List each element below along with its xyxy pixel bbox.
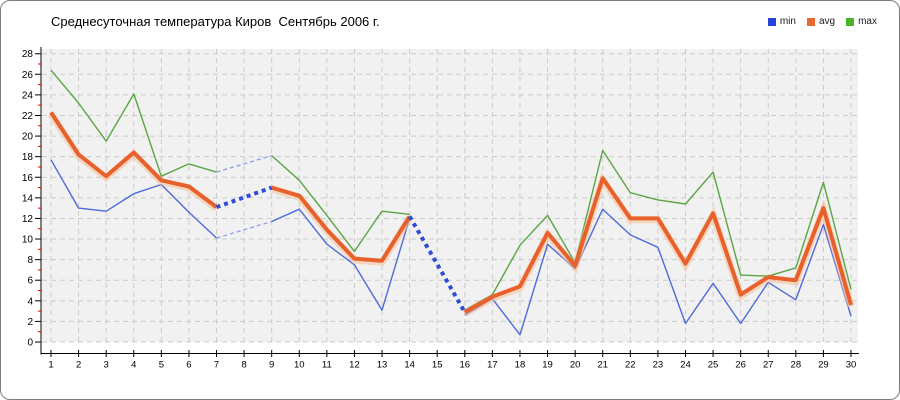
y-tick-label: 6 [27, 276, 33, 287]
y-tick-label: 14 [22, 193, 34, 204]
y-tick-label: 0 [27, 338, 33, 349]
max-interpolated-dashed-line [216, 154, 272, 173]
x-tick-label: 24 [680, 360, 691, 371]
x-tick-label: 22 [625, 360, 636, 371]
gridlines [42, 49, 858, 343]
x-tick-label: 10 [294, 360, 305, 371]
x-tick-label: 5 [159, 360, 164, 371]
y-tick-label: 26 [22, 70, 34, 81]
x-tick-label: 29 [818, 360, 829, 371]
x-tick-label: 26 [735, 360, 746, 371]
max-series-line [50, 69, 852, 311]
x-tick-label: 6 [186, 360, 191, 371]
legend-label-min: min [779, 16, 796, 27]
min-series-swatch-icon [767, 17, 776, 26]
chart-title: Среднесуточная температура Киров Сентябр… [51, 14, 380, 29]
x-tick-label: 8 [241, 360, 246, 371]
y-tick-label: 18 [22, 152, 34, 163]
x-axis: 1 2 3 4 5 6 7 8 9 10 11 12 13 14 15 16 17 18 19 20 21 22 23 24 2… [41, 350, 859, 371]
x-tick-label: 1 [48, 360, 53, 371]
y-tick-label: 12 [22, 214, 34, 225]
avg-series-swatch-icon [806, 17, 815, 26]
legend: min avg max [767, 16, 877, 27]
y-tick-label: 22 [22, 111, 34, 122]
x-tick-label: 28 [791, 360, 802, 371]
x-tick-label: 3 [104, 360, 109, 371]
x-tick-label: 17 [487, 360, 498, 371]
y-tick-label: 20 [22, 132, 34, 143]
x-tick-label: 25 [708, 360, 719, 371]
x-tick-label: 13 [377, 360, 388, 371]
legend-item-max: max [846, 16, 877, 27]
x-tick-label: 27 [763, 360, 774, 371]
x-tick-label: 9 [269, 360, 274, 371]
x-tick-label: 12 [349, 360, 360, 371]
x-tick-label: 18 [515, 360, 526, 371]
x-tick-label: 15 [432, 360, 443, 371]
x-tick-label: 2 [76, 360, 81, 371]
y-tick-label: 28 [22, 49, 34, 60]
x-tick-label: 7 [214, 360, 219, 371]
max-series-swatch-icon [846, 17, 855, 26]
y-tick-label: 2 [27, 317, 33, 328]
legend-label-avg: avg [818, 16, 836, 27]
x-tick-label: 16 [460, 360, 471, 371]
avg-interpolated-dashed-line [215, 185, 273, 210]
avg-series-line [48, 111, 855, 317]
x-tick-label: 14 [404, 360, 415, 371]
y-tick-label: 8 [27, 255, 33, 266]
x-tick-label: 19 [542, 360, 553, 371]
x-tick-label: 11 [322, 360, 332, 371]
y-tick-label: 10 [22, 235, 34, 246]
plot-area [42, 49, 858, 342]
legend-item-avg: avg [806, 16, 836, 27]
x-tick-label: 23 [653, 360, 664, 371]
y-tick-label: 16 [22, 173, 34, 184]
x-tick-label: 21 [597, 360, 608, 371]
x-tick-label: 30 [846, 360, 857, 371]
x-tick-label: 4 [131, 360, 136, 371]
legend-label-max: max [858, 16, 877, 27]
y-tick-label: 4 [27, 296, 33, 307]
x-tick-label: 20 [570, 360, 581, 371]
avg-interpolated-dashed-line [407, 215, 467, 314]
min-series-line [50, 159, 852, 336]
y-tick-label: 24 [22, 90, 34, 101]
min-interpolated-dashed-line [216, 220, 272, 239]
legend-item-min: min [767, 16, 796, 27]
